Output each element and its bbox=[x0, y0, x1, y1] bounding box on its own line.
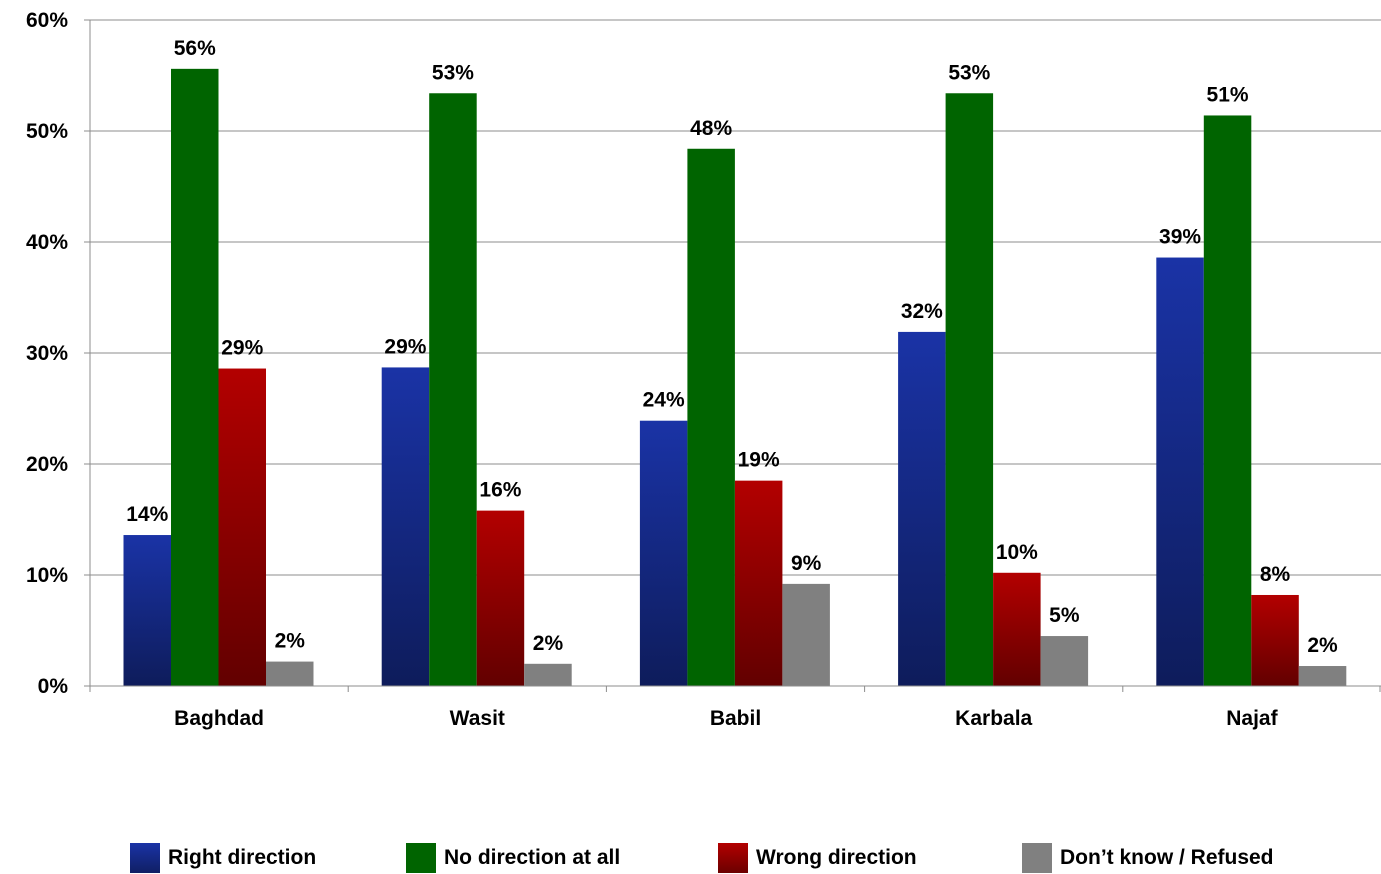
data-label: 2% bbox=[533, 632, 564, 655]
legend-label: Wrong direction bbox=[756, 846, 917, 869]
legend-item: Don’t know / Refused bbox=[1022, 843, 1274, 873]
y-tick-label: 50% bbox=[26, 120, 68, 143]
data-label: 56% bbox=[174, 37, 216, 60]
data-label: 19% bbox=[738, 449, 780, 472]
bar bbox=[476, 510, 525, 686]
x-tick-label: Baghdad bbox=[174, 707, 264, 730]
bar bbox=[639, 420, 688, 686]
y-tick-label: 0% bbox=[38, 675, 69, 698]
bar bbox=[1040, 636, 1089, 686]
legend-label: Don’t know / Refused bbox=[1060, 846, 1274, 869]
y-tick-label: 60% bbox=[26, 9, 68, 32]
legend-label: No direction at all bbox=[444, 846, 621, 869]
bar bbox=[898, 331, 946, 686]
data-label: 39% bbox=[1159, 226, 1201, 249]
bar bbox=[1156, 257, 1204, 686]
legend-swatch bbox=[718, 843, 748, 873]
bar-chart-plot: 0% 10% 20% 30% 40% 50% 60% Baghdad Wasit Babil Kar… bbox=[26, 9, 1381, 730]
data-label: 29% bbox=[384, 335, 426, 358]
legend-item: Right direction bbox=[130, 843, 316, 873]
bar bbox=[687, 148, 735, 686]
bar bbox=[782, 583, 830, 686]
legend: Right direction No direction at all Wrong … bbox=[0, 843, 1381, 873]
y-tick-label: 40% bbox=[26, 231, 68, 254]
data-label: 8% bbox=[1260, 563, 1291, 586]
bar bbox=[734, 480, 783, 686]
data-label: 48% bbox=[690, 117, 732, 140]
x-tick-label: Karbala bbox=[955, 707, 1032, 730]
data-label: 9% bbox=[791, 552, 822, 575]
x-tick-label: Wasit bbox=[450, 707, 505, 730]
bar bbox=[524, 663, 572, 686]
y-tick-label: 10% bbox=[26, 564, 68, 587]
data-label: 2% bbox=[1307, 634, 1338, 657]
bar bbox=[171, 68, 219, 687]
legend-label: Right direction bbox=[168, 846, 317, 869]
y-tick-label: 30% bbox=[26, 342, 68, 365]
legend-item: No direction at all bbox=[406, 843, 620, 873]
data-label: 29% bbox=[221, 337, 263, 360]
bar bbox=[266, 661, 314, 686]
y-tick-label: 20% bbox=[26, 453, 68, 476]
legend-item: Wrong direction bbox=[718, 843, 917, 873]
x-tick-label: Babil bbox=[710, 707, 761, 730]
data-label: 10% bbox=[996, 541, 1038, 564]
x-tick-label: Najaf bbox=[1226, 707, 1278, 730]
legend-swatch bbox=[406, 843, 436, 873]
data-label: 16% bbox=[479, 479, 521, 502]
data-labels: 14% 56% 29% 2% 29% 53% 16% 2% 24% 48% 19% 9% 32% 53% 1… bbox=[126, 37, 1338, 657]
data-label: 53% bbox=[432, 61, 474, 84]
data-label: 5% bbox=[1049, 604, 1080, 627]
legend-swatch bbox=[130, 843, 160, 873]
bar bbox=[218, 368, 266, 686]
data-label: 24% bbox=[643, 389, 685, 412]
bar bbox=[945, 93, 994, 686]
axes: 0% 10% 20% 30% 40% 50% 60% Baghdad Wasit Babil Kar… bbox=[26, 9, 1381, 730]
bar bbox=[1251, 594, 1299, 686]
bar bbox=[1298, 666, 1347, 686]
bars bbox=[123, 68, 1347, 687]
data-label: 51% bbox=[1207, 83, 1249, 106]
bar bbox=[123, 535, 171, 686]
legend-swatch bbox=[1022, 843, 1052, 873]
bar bbox=[993, 572, 1041, 686]
bar bbox=[429, 93, 477, 686]
data-label: 32% bbox=[901, 300, 943, 323]
data-label: 53% bbox=[948, 61, 990, 84]
bar bbox=[1203, 115, 1252, 686]
bar bbox=[381, 367, 430, 686]
data-label: 2% bbox=[275, 630, 306, 653]
data-label: 14% bbox=[126, 503, 168, 526]
